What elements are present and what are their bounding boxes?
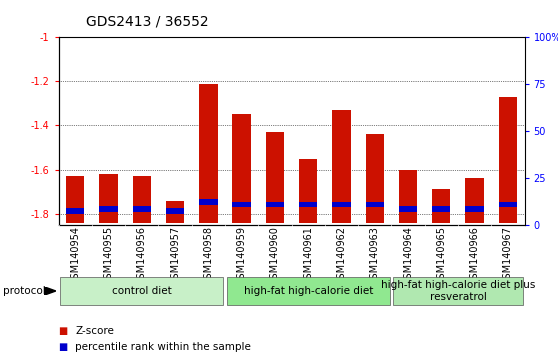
Text: GSM140962: GSM140962 [336, 226, 347, 285]
Text: GSM140954: GSM140954 [70, 226, 80, 285]
Text: GDS2413 / 36552: GDS2413 / 36552 [86, 14, 209, 28]
Bar [499, 97, 517, 223]
Bar [99, 206, 118, 212]
Text: high-fat high-calorie diet: high-fat high-calorie diet [243, 286, 373, 296]
Polygon shape [44, 287, 56, 295]
Bar [333, 110, 350, 223]
Text: protocol: protocol [3, 286, 46, 296]
Bar [399, 206, 417, 212]
Bar [233, 202, 251, 207]
Bar [133, 206, 151, 212]
Text: GSM140960: GSM140960 [270, 226, 280, 285]
Text: GSM140963: GSM140963 [370, 226, 380, 285]
Bar [465, 206, 484, 212]
Bar [365, 202, 384, 207]
FancyBboxPatch shape [227, 277, 389, 305]
Bar [199, 84, 218, 223]
Bar [432, 206, 450, 212]
Bar [365, 134, 384, 223]
Text: GSM140958: GSM140958 [203, 226, 213, 285]
Bar [299, 202, 318, 207]
Bar [266, 132, 284, 223]
Text: GSM140964: GSM140964 [403, 226, 413, 285]
Text: GSM140956: GSM140956 [137, 226, 147, 285]
Bar [333, 202, 350, 207]
Text: Z-score: Z-score [75, 326, 114, 336]
Bar [133, 176, 151, 223]
Bar [266, 202, 284, 207]
Bar [66, 208, 84, 214]
Text: GSM140959: GSM140959 [237, 226, 247, 285]
Bar [399, 170, 417, 223]
Text: GSM140955: GSM140955 [104, 226, 113, 285]
Text: ■: ■ [59, 326, 68, 336]
Bar [66, 176, 84, 223]
FancyBboxPatch shape [60, 277, 223, 305]
Bar [432, 189, 450, 223]
Bar [99, 174, 118, 223]
Bar [499, 202, 517, 207]
Text: GSM140967: GSM140967 [503, 226, 513, 285]
Text: high-fat high-calorie diet plus
resveratrol: high-fat high-calorie diet plus resverat… [381, 280, 535, 302]
Bar [233, 114, 251, 223]
Bar [166, 208, 184, 214]
Text: ■: ■ [59, 342, 68, 352]
Text: GSM140961: GSM140961 [303, 226, 313, 285]
Bar [199, 199, 218, 205]
Bar [299, 159, 318, 223]
Text: GSM140957: GSM140957 [170, 226, 180, 285]
Text: GSM140966: GSM140966 [470, 226, 479, 285]
Bar [166, 200, 184, 223]
Text: GSM140965: GSM140965 [436, 226, 446, 285]
Text: control diet: control diet [112, 286, 172, 296]
Text: percentile rank within the sample: percentile rank within the sample [75, 342, 251, 352]
Bar [465, 178, 484, 223]
FancyBboxPatch shape [393, 277, 523, 305]
